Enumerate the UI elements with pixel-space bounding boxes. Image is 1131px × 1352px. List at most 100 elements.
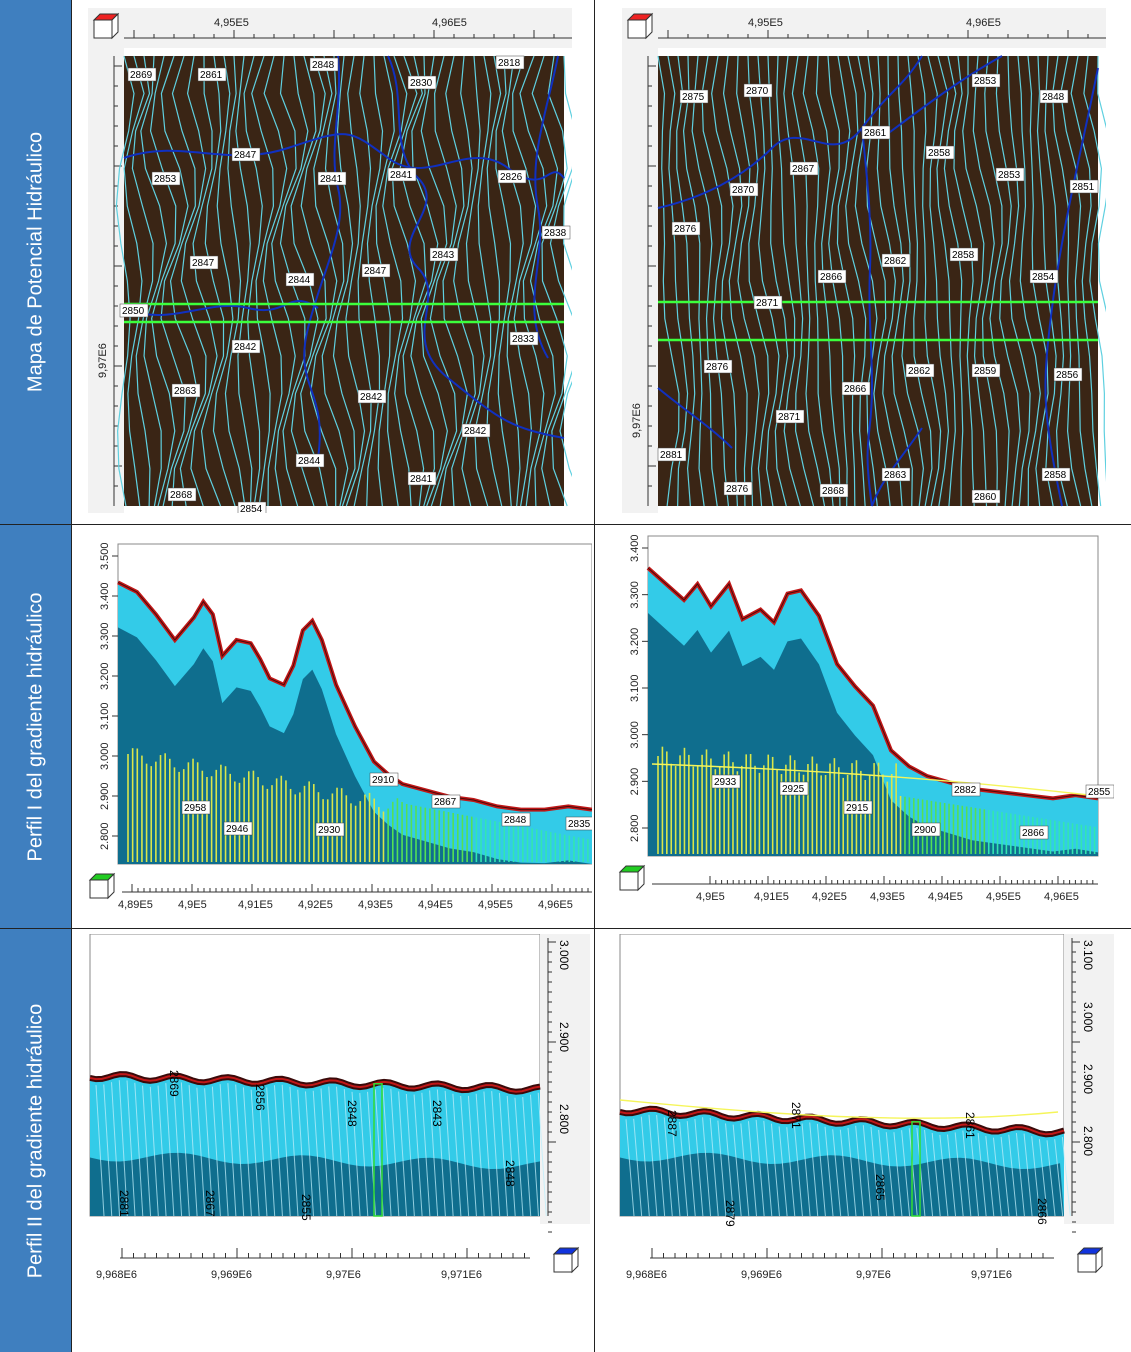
contour-label: 2863 — [884, 470, 907, 481]
contour-label-box — [127, 67, 157, 82]
contour-line — [972, 55, 998, 507]
contour-line — [251, 55, 274, 507]
contour-label-box — [841, 381, 871, 396]
equipotential-line — [336, 1086, 346, 1217]
x-tick-label: 9,969E6 — [741, 1269, 782, 1281]
contour-label: 2833 — [512, 334, 535, 345]
view-cube-icon — [93, 19, 113, 39]
contour-line — [375, 55, 395, 507]
contour-label: 2870 — [732, 185, 755, 196]
contour-line — [495, 55, 512, 507]
contour-label: 2854 — [240, 504, 263, 513]
map-left-panel: 4,95E5 4,96E5 9,97E6 2869 2861 2848 2830 2818 28… — [88, 8, 572, 513]
aquifer-lower — [648, 608, 1098, 856]
contour-label-box — [497, 169, 527, 184]
contour-label-box — [753, 295, 783, 310]
contour-label-box — [361, 263, 391, 278]
equipotential-line — [640, 1116, 650, 1217]
river-line — [657, 387, 733, 449]
contour-line — [149, 55, 177, 507]
head-label: 2866 — [1022, 828, 1045, 839]
view-cube-icon — [619, 871, 639, 891]
equipotential-line — [95, 1085, 105, 1217]
equipotential-line — [444, 1090, 454, 1217]
y-tick-label: 9,97E6 — [631, 403, 643, 438]
contour-label-box — [151, 171, 181, 186]
contour-line — [300, 55, 328, 507]
contour-line — [927, 55, 950, 507]
contour-line — [501, 55, 524, 507]
contour-label: 2868 — [170, 490, 193, 501]
equipotential-line — [266, 1087, 276, 1217]
equipotential-line — [947, 1134, 957, 1217]
contour-label-box — [703, 359, 733, 374]
y-tick-label: 3.400 — [99, 582, 111, 610]
contour-label-box — [679, 89, 709, 104]
contour-line — [321, 55, 349, 507]
contour-line — [722, 55, 748, 507]
contour-line — [791, 55, 826, 507]
profile-2-right-panel: 3.100 3.000 2.900 2.800 9,968E6 9,969E6 9,97E6… — [614, 934, 1126, 1294]
equipotential-line — [717, 1120, 727, 1217]
head-label: 2843 — [430, 1100, 444, 1127]
profile-1-right-panel: 2.800 2.900 3.000 3.100 3.200 3.300 3.400 4,9E5… — [614, 530, 1114, 915]
equipotential-line — [219, 1084, 229, 1217]
column-divider — [71, 0, 72, 1352]
contour-label-box — [461, 423, 491, 438]
equipotential-line — [786, 1127, 796, 1217]
equipotential-line — [962, 1130, 972, 1217]
contour-label-box — [357, 389, 387, 404]
equipotential-line — [235, 1084, 245, 1217]
equipotential-line — [694, 1118, 704, 1217]
equipotential-line — [142, 1085, 152, 1217]
contour-line — [439, 55, 469, 507]
contour-label-box — [995, 167, 1025, 182]
contour-label: 2867 — [792, 164, 815, 175]
equipotential-line — [893, 1132, 903, 1217]
contour-label-box — [237, 501, 267, 513]
y-tick-label: 3.200 — [629, 628, 641, 656]
y-tick-label: 2.800 — [1081, 1126, 1095, 1156]
contour-label: 2866 — [820, 272, 843, 283]
contour-label: 2844 — [298, 456, 321, 467]
x-tick-label: 9,971E6 — [441, 1269, 482, 1281]
head-label-box — [223, 821, 253, 836]
view-cube-icon-side — [645, 12, 653, 40]
equipotential-line — [824, 1126, 834, 1217]
contour-label: 2830 — [410, 78, 433, 89]
contour-label: 2861 — [864, 128, 887, 139]
equipotential-line — [436, 1089, 446, 1217]
equipotential-line — [954, 1132, 964, 1217]
equipotential-line — [126, 1080, 136, 1217]
y-tick-label: 3.500 — [99, 542, 111, 570]
equipotential-line — [1023, 1133, 1033, 1217]
river-line — [123, 299, 319, 317]
contour-label-box — [231, 147, 261, 162]
river-line — [533, 55, 559, 359]
contour-label: 2868 — [822, 486, 845, 497]
x-tick-label: 4,91E5 — [238, 899, 273, 911]
equipotential-line — [908, 1128, 918, 1217]
contour-label-box — [285, 272, 315, 287]
contour-label: 2847 — [192, 258, 215, 269]
head-label-box — [843, 800, 873, 815]
contour-line — [1083, 55, 1106, 482]
contour-label: 2871 — [778, 412, 801, 423]
contour-label-box — [949, 247, 979, 262]
head-label: 2856 — [253, 1084, 267, 1111]
equipotential-line — [250, 1089, 260, 1217]
contour-label: 2858 — [952, 250, 975, 261]
aquifer-lower — [90, 1152, 540, 1216]
contour-label: 2861 — [200, 70, 223, 81]
contour-label: 2863 — [174, 386, 197, 397]
head-label: 2866 — [1035, 1198, 1049, 1225]
contour-line — [271, 55, 297, 507]
head-label: 2882 — [954, 785, 977, 796]
contour-label-box — [407, 471, 437, 486]
contour-label: 2841 — [410, 474, 433, 485]
contour-line — [131, 55, 154, 507]
contour-line — [691, 55, 718, 507]
contour-label: 2858 — [1044, 470, 1067, 481]
equipotential-line — [273, 1085, 283, 1217]
contour-label-box — [1053, 367, 1083, 382]
